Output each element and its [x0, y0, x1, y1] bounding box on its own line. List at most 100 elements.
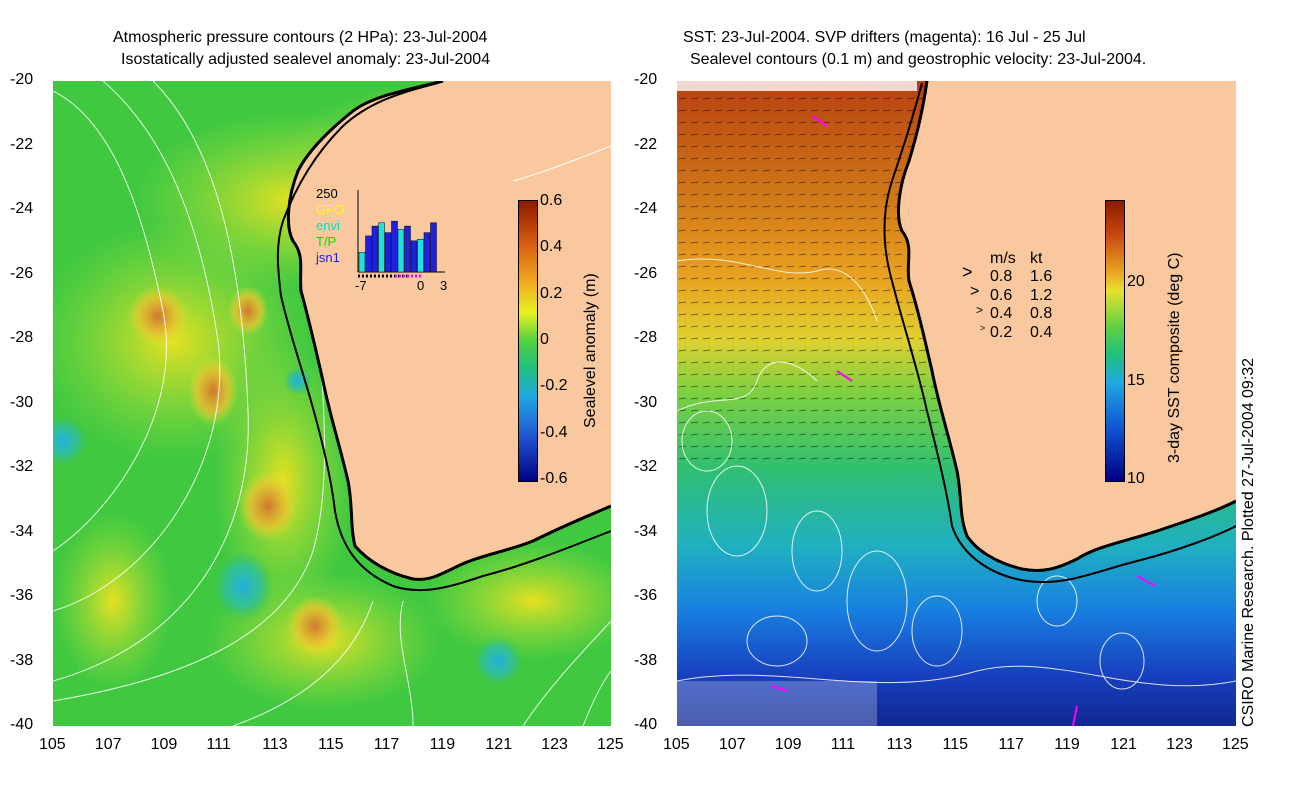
- inset-bar: [404, 225, 411, 273]
- y-tick-label: -32: [634, 458, 658, 475]
- right-cb-tick-0: 20: [1127, 273, 1145, 290]
- y-tick-label: -36: [634, 587, 658, 604]
- inset-bar: [397, 229, 405, 273]
- x-tick-label: 105: [39, 736, 66, 753]
- inset-legend-jsn1: jsn1: [316, 250, 340, 265]
- y-tick-label: -34: [634, 522, 658, 540]
- y-tick-label: -28: [634, 329, 658, 346]
- credit-text: CSIRO Marine Research. Plotted 27-Jul-20…: [1240, 357, 1257, 727]
- right-title-line2: Sealevel contours (0.1 m) and geostrophi…: [690, 51, 1147, 68]
- vel-ms-0: 0.8: [990, 268, 1013, 285]
- y-tick-label: -32: [10, 458, 34, 475]
- right-cb-tick-2: 10: [1127, 470, 1145, 487]
- y-tick-label: -38: [634, 651, 658, 669]
- y-tick-label: -26: [10, 264, 34, 282]
- x-tick-label: 125: [1222, 736, 1249, 753]
- x-tick-label: 125: [597, 736, 624, 753]
- inset-bar: [410, 240, 418, 273]
- vel-ms-3: 0.2: [990, 324, 1013, 341]
- vel-ms-2: 0.4: [990, 305, 1013, 322]
- y-tick-label: -30: [10, 393, 34, 411]
- y-tick-label: -22: [10, 135, 34, 153]
- left-cb-tick-1: 0.4: [540, 238, 563, 255]
- x-tick-label: 111: [830, 736, 856, 753]
- y-tick-label: -24: [634, 200, 658, 217]
- inset-legend-tp: T/P: [316, 234, 337, 249]
- inset-bar: [378, 222, 385, 273]
- x-tick-label: 123: [541, 736, 568, 753]
- right-colorbar-label: 3-day SST composite (deg C): [1166, 252, 1183, 463]
- left-colorbar-label: Sealevel anomaly (m): [582, 273, 599, 428]
- left-cb-tick-3: 0: [540, 331, 549, 348]
- left-cb-tick-4: -0.2: [540, 377, 568, 394]
- inset-xtick-0: -7: [355, 278, 367, 293]
- x-tick-label: 107: [94, 736, 122, 753]
- y-tick-label: -34: [10, 522, 34, 540]
- x-tick-label: 107: [718, 736, 746, 753]
- vel-ms-1: 0.6: [990, 287, 1013, 304]
- x-tick-label: 121: [485, 736, 513, 753]
- left-cb-tick-6: -0.6: [540, 470, 568, 487]
- vel-kt-3: 0.4: [1030, 324, 1053, 341]
- x-tick-label: 119: [429, 736, 456, 753]
- vel-kt-2: 0.8: [1030, 305, 1053, 322]
- y-tick-label: -28: [10, 329, 34, 346]
- vel-arrow-3: >: [980, 323, 986, 333]
- left-title-line2: Isostatically adjusted sealevel anomaly:…: [121, 51, 491, 68]
- y-tick-label: -26: [634, 264, 658, 282]
- inset-histogram: [357, 190, 445, 278]
- inset-bar: [423, 232, 431, 273]
- y-tick-label: -22: [634, 135, 658, 153]
- x-tick-label: 119: [1054, 736, 1080, 753]
- inset-bar: [430, 222, 437, 273]
- left-title-line1: Atmospheric pressure contours (2 HPa): 2…: [113, 29, 488, 46]
- y-tick-label: -20: [10, 71, 34, 88]
- x-tick-label: 113: [886, 736, 913, 753]
- x-tick-label: 117: [998, 736, 1024, 753]
- x-tick-label: 111: [206, 736, 231, 753]
- right-title-line1: SST: 23-Jul-2004. SVP drifters (magenta)…: [683, 29, 1086, 46]
- y-tick-label: -40: [634, 716, 658, 733]
- inset-bar: [384, 232, 392, 273]
- x-tick-label: 109: [150, 736, 178, 753]
- vel-header-kt: kt: [1030, 250, 1043, 267]
- right-colorbar: [1105, 200, 1125, 482]
- right-cb-tick-1: 15: [1127, 372, 1145, 389]
- left-cb-tick-2: 0.2: [540, 285, 563, 302]
- vel-kt-0: 1.6: [1030, 268, 1053, 285]
- x-tick-label: 113: [262, 736, 288, 753]
- x-tick-label: 105: [663, 736, 690, 753]
- inset-bar: [371, 225, 379, 273]
- x-tick-label: 115: [318, 736, 344, 753]
- inset-xtick-1: 0: [417, 278, 425, 293]
- inset-legend-gfo: GFO: [316, 202, 345, 217]
- x-tick-label: 123: [1166, 736, 1193, 753]
- vel-arrow-0: >: [962, 262, 973, 282]
- left-cb-tick-0: 0.6: [540, 192, 563, 209]
- inset-bar: [358, 252, 366, 273]
- y-tick-label: -20: [634, 71, 658, 88]
- y-tick-label: -30: [634, 393, 658, 411]
- left-map[interactable]: [53, 81, 611, 726]
- inset-ymax: 250: [316, 186, 338, 201]
- y-tick-label: -36: [10, 587, 34, 604]
- inset-bar: [391, 220, 398, 273]
- right-map[interactable]: [677, 81, 1236, 726]
- x-tick-label: 115: [942, 736, 969, 753]
- left-colorbar: [518, 200, 538, 482]
- vel-arrow-2: >: [976, 303, 984, 317]
- inset-xtick-2: 3: [440, 278, 448, 293]
- x-tick-label: 109: [774, 736, 802, 753]
- inset-bar: [417, 238, 424, 273]
- x-tick-label: 121: [1110, 736, 1137, 753]
- x-tick-label: 117: [373, 736, 400, 753]
- vel-header-ms: m/s: [990, 250, 1016, 267]
- left-cb-tick-5: -0.4: [540, 424, 568, 441]
- inset-bar: [365, 235, 372, 273]
- vel-kt-1: 1.2: [1030, 287, 1053, 304]
- inset-legend-envi: envi: [316, 218, 340, 233]
- y-tick-label: -24: [10, 200, 34, 217]
- vel-arrow-1: >: [970, 283, 980, 300]
- y-tick-label: -40: [10, 716, 34, 733]
- y-tick-label: -38: [10, 651, 34, 669]
